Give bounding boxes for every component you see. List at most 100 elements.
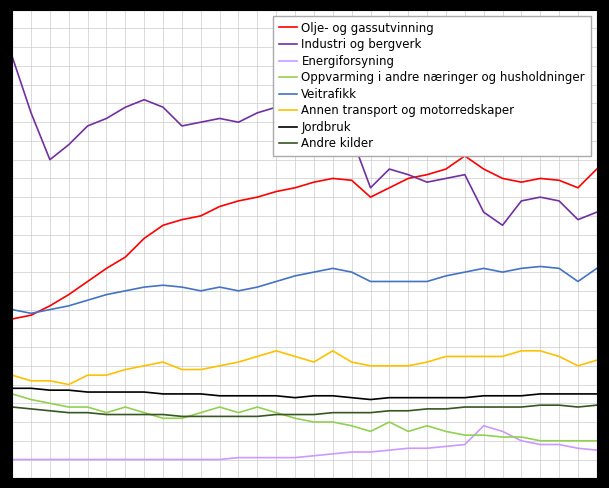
Energiforsyning [499, 428, 506, 434]
Jordbruk [216, 393, 224, 399]
Energiforsyning [461, 442, 468, 447]
Andre kilder [555, 402, 563, 408]
Olje- og gassutvinning [216, 203, 224, 209]
Industri og bergverk [273, 104, 280, 110]
Industri og bergverk [160, 104, 167, 110]
Annen transport og motorredskaper [9, 372, 16, 378]
Jordbruk [84, 389, 91, 395]
Jordbruk [197, 391, 205, 397]
Industri og bergverk [537, 194, 544, 200]
Veitrafikk [329, 265, 336, 271]
Jordbruk [442, 395, 449, 401]
Annen transport og motorredskaper [461, 353, 468, 359]
Andre kilder [254, 413, 261, 419]
Energiforsyning [348, 449, 355, 455]
Jordbruk [480, 393, 487, 399]
Energiforsyning [310, 453, 317, 459]
Jordbruk [178, 391, 186, 397]
Jordbruk [461, 395, 468, 401]
Andre kilder [367, 410, 374, 416]
Olje- og gassutvinning [160, 223, 167, 228]
Veitrafikk [593, 265, 600, 271]
Andre kilder [442, 406, 449, 412]
Energiforsyning [178, 457, 186, 463]
Annen transport og motorredskaper [216, 363, 224, 369]
Olje- og gassutvinning [329, 176, 336, 182]
Andre kilder [329, 410, 336, 416]
Jordbruk [367, 397, 374, 403]
Andre kilder [423, 406, 431, 412]
Energiforsyning [46, 457, 54, 463]
Jordbruk [348, 395, 355, 401]
Oppvarming i andre næringer og husholdninger [122, 404, 129, 410]
Olje- og gassutvinning [367, 194, 374, 200]
Energiforsyning [122, 457, 129, 463]
Energiforsyning [518, 438, 525, 444]
Oppvarming i andre næringer og husholdninger [518, 434, 525, 440]
Oppvarming i andre næringer og husholdninger [141, 410, 148, 416]
Olje- og gassutvinning [385, 185, 393, 191]
Oppvarming i andre næringer og husholdninger [329, 419, 336, 425]
Industri og bergverk [367, 185, 374, 191]
Industri og bergverk [141, 97, 148, 102]
Line: Olje- og gassutvinning: Olje- og gassutvinning [12, 156, 597, 319]
Line: Veitrafikk: Veitrafikk [12, 266, 597, 313]
Olje- og gassutvinning [235, 198, 242, 204]
Oppvarming i andre næringer og husholdninger [27, 397, 35, 403]
Veitrafikk [574, 279, 582, 285]
Annen transport og motorredskaper [65, 382, 72, 387]
Andre kilder [385, 408, 393, 414]
Jordbruk [518, 393, 525, 399]
Oppvarming i andre næringer og husholdninger [178, 415, 186, 421]
Energiforsyning [254, 455, 261, 461]
Veitrafikk [178, 284, 186, 290]
Jordbruk [499, 393, 506, 399]
Veitrafikk [367, 279, 374, 285]
Energiforsyning [404, 446, 412, 451]
Industri og bergverk [310, 114, 317, 120]
Annen transport og motorredskaper [385, 363, 393, 369]
Energiforsyning [537, 442, 544, 447]
Oppvarming i andre næringer og husholdninger [593, 438, 600, 444]
Olje- og gassutvinning [122, 254, 129, 260]
Jordbruk [141, 389, 148, 395]
Annen transport og motorredskaper [141, 363, 148, 369]
Oppvarming i andre næringer og husholdninger [84, 404, 91, 410]
Olje- og gassutvinning [273, 188, 280, 194]
Veitrafikk [9, 306, 16, 312]
Jordbruk [292, 395, 299, 401]
Annen transport og motorredskaper [518, 348, 525, 354]
Annen transport og motorredskaper [348, 359, 355, 365]
Oppvarming i andre næringer og husholdninger [423, 423, 431, 428]
Andre kilder [348, 410, 355, 416]
Veitrafikk [442, 273, 449, 279]
Oppvarming i andre næringer og husholdninger [442, 428, 449, 434]
Oppvarming i andre næringer og husholdninger [103, 410, 110, 416]
Jordbruk [310, 393, 317, 399]
Olje- og gassutvinning [574, 185, 582, 191]
Annen transport og motorredskaper [593, 357, 600, 363]
Veitrafikk [27, 310, 35, 316]
Andre kilder [499, 404, 506, 410]
Oppvarming i andre næringer og husholdninger [197, 410, 205, 416]
Industri og bergverk [103, 116, 110, 122]
Olje- og gassutvinning [555, 177, 563, 183]
Annen transport og motorredskaper [574, 363, 582, 369]
Annen transport og motorredskaper [537, 348, 544, 354]
Veitrafikk [404, 279, 412, 285]
Olje- og gassutvinning [442, 166, 449, 172]
Oppvarming i andre næringer og husholdninger [65, 404, 72, 410]
Annen transport og motorredskaper [46, 378, 54, 384]
Veitrafikk [46, 306, 54, 312]
Industri og bergverk [9, 54, 16, 60]
Line: Annen transport og motorredskaper: Annen transport og motorredskaper [12, 351, 597, 385]
Oppvarming i andre næringer og husholdninger [9, 391, 16, 397]
Energiforsyning [480, 423, 487, 428]
Annen transport og motorredskaper [27, 378, 35, 384]
Andre kilder [310, 411, 317, 417]
Energiforsyning [367, 449, 374, 455]
Annen transport og motorredskaper [254, 353, 261, 359]
Industri og bergverk [423, 179, 431, 185]
Annen transport og motorredskaper [273, 348, 280, 354]
Veitrafikk [461, 269, 468, 275]
